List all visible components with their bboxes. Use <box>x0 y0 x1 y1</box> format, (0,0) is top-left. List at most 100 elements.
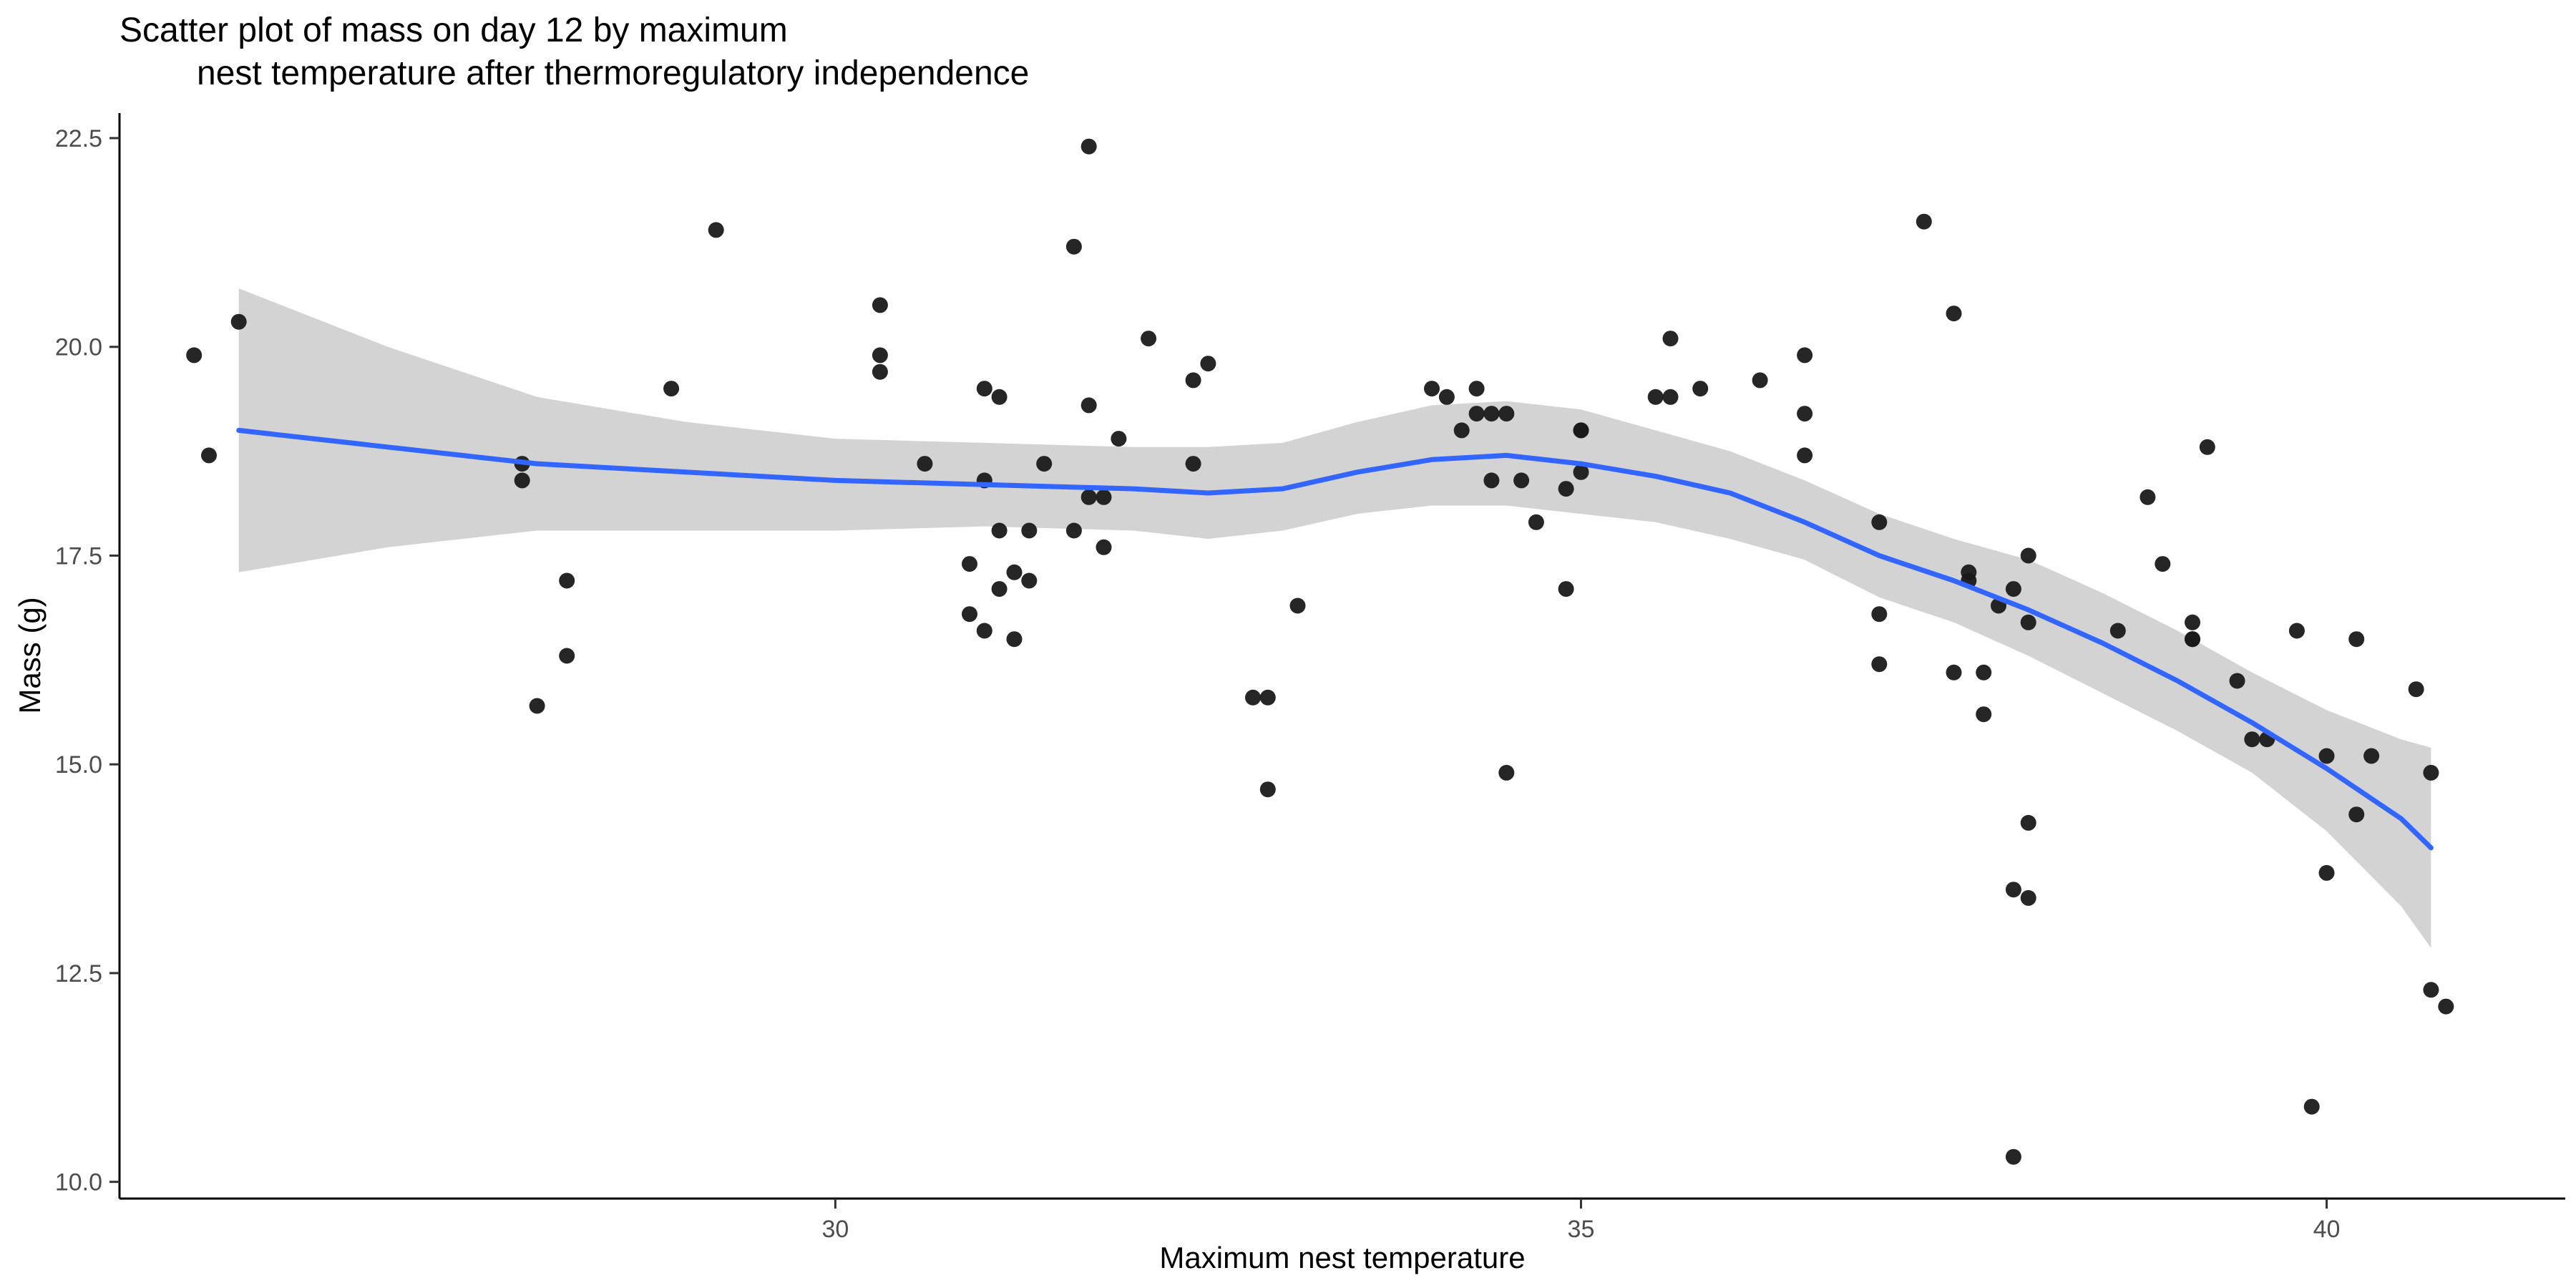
data-point-68 <box>1871 656 1888 673</box>
data-point-47 <box>1468 381 1485 397</box>
data-point-6 <box>529 698 545 714</box>
data-point-20 <box>991 389 1008 405</box>
data-point-76 <box>1976 706 1992 723</box>
data-point-71 <box>1916 213 1932 230</box>
x-tick-label-35: 35 <box>1568 1216 1595 1243</box>
data-point-91 <box>2185 631 2200 648</box>
data-point-86 <box>2109 623 2126 639</box>
data-point-100 <box>2348 806 2365 823</box>
data-point-69 <box>1871 606 1888 623</box>
data-point-55 <box>1558 581 1574 597</box>
data-point-54 <box>1528 514 1544 530</box>
data-point-97 <box>2303 1098 2320 1115</box>
data-point-27 <box>1036 456 1053 472</box>
data-point-7 <box>559 572 575 589</box>
data-point-15 <box>962 556 977 572</box>
data-point-12 <box>872 364 888 380</box>
data-point-44 <box>1424 381 1440 397</box>
chart-title-line-1: Scatter plot of mass on day 12 by maximu… <box>119 11 788 49</box>
data-point-29 <box>1065 522 1082 539</box>
smooth-trend-line <box>236 427 2434 851</box>
y-tick-label-17.5: 17.5 <box>55 542 102 570</box>
data-point-11 <box>872 347 888 364</box>
data-point-22 <box>991 581 1008 597</box>
data-point-77 <box>1976 664 1992 680</box>
data-point-1 <box>186 347 203 364</box>
data-point-43 <box>1289 597 1306 614</box>
data-point-8 <box>559 648 575 664</box>
y-tick-label-20.0: 20.0 <box>55 334 102 361</box>
data-point-96 <box>2288 623 2305 639</box>
data-point-42 <box>1259 781 1276 798</box>
data-point-16 <box>962 606 977 623</box>
data-point-41 <box>1259 689 1276 706</box>
y-tick-label-10.0: 10.0 <box>55 1169 102 1196</box>
data-point-34 <box>1096 539 1112 555</box>
data-point-60 <box>1647 389 1664 405</box>
data-point-40 <box>1245 689 1261 706</box>
data-point-53 <box>1513 472 1530 489</box>
data-point-26 <box>1021 522 1038 539</box>
data-point-106 <box>2438 998 2454 1015</box>
y-tick-label-22.5: 22.5 <box>55 125 102 152</box>
data-point-101 <box>2348 631 2365 648</box>
data-point-92 <box>2199 439 2215 455</box>
data-point-33 <box>1096 489 1112 505</box>
data-point-25 <box>1021 572 1038 589</box>
chart-title-line-2: nest temperature after thermoregulatory … <box>197 54 1029 92</box>
data-point-19 <box>976 623 992 639</box>
data-points-layer <box>186 138 2454 1165</box>
data-point-66 <box>1797 347 1813 364</box>
data-point-102 <box>2363 748 2380 764</box>
y-tick-label-12.5: 12.5 <box>55 960 102 987</box>
confidence-band <box>238 288 2431 948</box>
data-point-84 <box>2020 814 2036 831</box>
data-point-39 <box>1200 356 1216 372</box>
data-point-83 <box>2020 547 2036 564</box>
data-point-82 <box>2020 614 2036 630</box>
confidence-band-layer <box>238 288 2431 948</box>
data-point-88 <box>2155 556 2171 572</box>
data-point-99 <box>2318 748 2335 764</box>
data-point-51 <box>1498 406 1515 422</box>
data-point-10 <box>708 222 724 238</box>
data-point-61 <box>1662 389 1679 405</box>
x-axis-title: Maximum nest temperature <box>1159 1241 1525 1274</box>
data-point-70 <box>1871 514 1888 530</box>
data-point-17 <box>976 381 992 397</box>
data-point-50 <box>1483 472 1500 489</box>
data-point-58 <box>1573 464 1589 480</box>
data-point-62 <box>1662 331 1679 347</box>
data-point-30 <box>1080 489 1097 505</box>
data-point-89 <box>2185 614 2200 630</box>
data-point-28 <box>1065 238 1082 255</box>
data-point-49 <box>1483 406 1500 422</box>
data-point-104 <box>2423 982 2439 998</box>
data-point-94 <box>2244 731 2260 748</box>
data-point-4 <box>514 472 530 489</box>
data-point-21 <box>991 522 1008 539</box>
data-point-46 <box>1453 422 1470 439</box>
data-point-32 <box>1080 397 1097 414</box>
data-point-38 <box>1185 372 1201 389</box>
data-point-36 <box>1141 331 1157 347</box>
data-point-105 <box>2423 764 2439 781</box>
data-point-13 <box>872 297 888 313</box>
data-point-85 <box>2005 1148 2021 1165</box>
data-point-80 <box>2005 882 2021 898</box>
smooth-line-layer <box>236 427 2434 851</box>
data-point-79 <box>2005 581 2021 597</box>
data-point-23 <box>1006 631 1023 648</box>
data-point-98 <box>2318 864 2335 881</box>
data-point-14 <box>917 456 933 472</box>
data-point-48 <box>1468 406 1485 422</box>
data-point-2 <box>201 447 217 464</box>
data-point-87 <box>2140 489 2156 505</box>
data-point-24 <box>1006 564 1023 580</box>
data-point-31 <box>1080 138 1097 155</box>
data-point-64 <box>1752 372 1768 389</box>
data-point-103 <box>2408 681 2424 698</box>
data-point-45 <box>1438 389 1455 405</box>
data-point-3 <box>230 313 247 330</box>
